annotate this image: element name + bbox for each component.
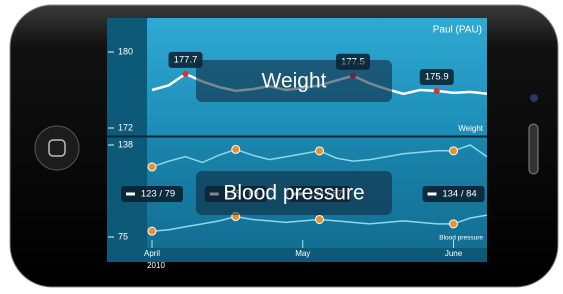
y-tick-label: 75 (118, 231, 128, 241)
y-tick-label: 180 (118, 46, 133, 56)
data-point (316, 147, 324, 155)
data-point (450, 147, 458, 155)
data-point (148, 227, 156, 235)
camera (530, 94, 538, 102)
phone-screenshot: Paul (PAU) 172 180 Weight 75 138 Blood pressu… (0, 0, 563, 294)
x-tick-label: May (295, 249, 310, 258)
y-tick-label: 138 (118, 139, 133, 149)
data-point (148, 163, 156, 171)
legend-entry: Weight (458, 124, 484, 133)
value-label: 123 / 79 (141, 189, 175, 200)
chart-title: Weight (262, 70, 327, 93)
speaker (529, 124, 538, 174)
x-tick-label: April (144, 249, 160, 258)
value-label: 175.9 (425, 71, 449, 82)
data-point (183, 71, 189, 77)
x-tick-label: June (445, 249, 463, 258)
home-button[interactable] (35, 126, 79, 170)
value-label: 177.7 (174, 54, 198, 65)
chart-title: Blood pressure (223, 182, 364, 205)
data-point (316, 215, 324, 223)
bp-icon (428, 193, 437, 196)
y-tick-label: 172 (118, 122, 133, 132)
data-point (450, 220, 458, 228)
data-point (232, 145, 240, 153)
user-label[interactable]: Paul (PAU) (433, 25, 482, 36)
x-axis-band (147, 248, 487, 262)
data-point (434, 88, 440, 94)
x-year-label: 2010 (147, 261, 165, 270)
value-label: 134 / 84 (442, 189, 476, 200)
bp-icon (126, 193, 135, 196)
legend-entry: Blood pressure (439, 235, 483, 242)
